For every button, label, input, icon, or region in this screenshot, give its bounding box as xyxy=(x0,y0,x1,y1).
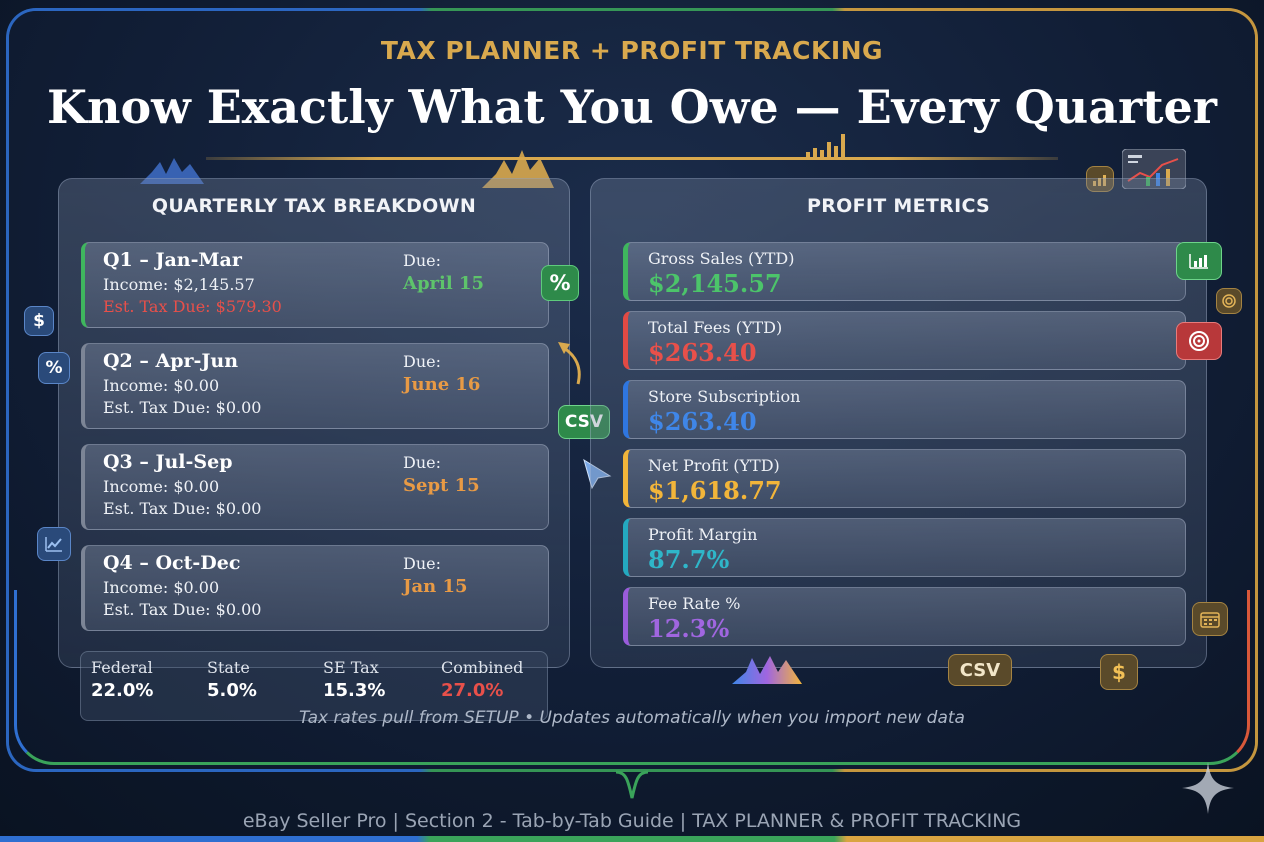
cursor-arrow-icon xyxy=(583,458,612,490)
quarter-card-q3[interactable]: Q3 – Jul-Sep Income: $0.00 Est. Tax Due:… xyxy=(81,444,549,530)
title-divider xyxy=(206,157,1058,160)
due-label: Due: xyxy=(403,352,441,371)
due-label: Due: xyxy=(403,554,441,573)
target-small-icon xyxy=(1216,288,1242,314)
quarter-income: Income: $0.00 xyxy=(103,477,220,496)
metric-fee-rate[interactable]: Fee Rate % 12.3% xyxy=(623,587,1186,646)
sparkle-icon xyxy=(1182,762,1234,814)
percent-badge-icon: % xyxy=(541,265,579,301)
quarter-card-q4[interactable]: Q4 – Oct-Dec Income: $0.00 Est. Tax Due:… xyxy=(81,545,549,631)
gradient-mountain-icon xyxy=(732,656,802,684)
rate-federal: Federal 22.0% xyxy=(91,658,153,701)
panel-title: QUARTERLY TAX BREAKDOWN xyxy=(151,195,477,217)
quarter-card-q1[interactable]: Q1 – Jan-Mar Income: $2,145.57 Est. Tax … xyxy=(81,242,549,328)
rate-label: Federal xyxy=(91,658,153,677)
rate-value: 15.3% xyxy=(323,680,386,701)
panel-title: PROFIT METRICS xyxy=(806,195,991,217)
metric-value: $263.40 xyxy=(648,407,757,436)
curved-arrow-icon xyxy=(558,342,581,385)
due-date: June 16 xyxy=(403,374,481,395)
dollar-badge-icon: $ xyxy=(1100,654,1138,690)
rate-label: State xyxy=(207,658,250,677)
csv-badge: CSV xyxy=(558,405,610,439)
quarter-tax-due: Est. Tax Due: $579.30 xyxy=(103,297,282,316)
bottom-color-bar xyxy=(0,836,1264,842)
mountain-chart-icon xyxy=(140,158,204,184)
metric-value: $2,145.57 xyxy=(648,269,782,298)
gold-mountain-icon xyxy=(482,150,554,188)
metric-gross-sales[interactable]: Gross Sales (YTD) $2,145.57 xyxy=(623,242,1186,301)
due-date: Jan 15 xyxy=(403,576,468,597)
metric-label: Fee Rate % xyxy=(648,594,741,613)
rate-combined: Combined 27.0% xyxy=(441,658,523,701)
center-notch xyxy=(616,770,648,799)
quarter-income: Income: $0.00 xyxy=(103,376,220,395)
due-label: Due: xyxy=(403,251,441,270)
growth-chart-icon xyxy=(1176,242,1222,280)
quarterly-tax-panel: QUARTERLY TAX BREAKDOWN Q1 – Jan-Mar Inc… xyxy=(58,178,570,668)
rate-label: SE Tax xyxy=(323,658,379,677)
rate-se-tax: SE Tax 15.3% xyxy=(323,658,385,701)
metric-net-profit[interactable]: Net Profit (YTD) $1,618.77 xyxy=(623,449,1186,508)
quarter-income: Income: $2,145.57 xyxy=(103,275,255,294)
quarter-tax-due: Est. Tax Due: $0.00 xyxy=(103,600,262,619)
metric-value: 12.3% xyxy=(648,614,730,643)
calendar-icon xyxy=(1192,602,1228,636)
trend-chart-icon xyxy=(1122,149,1186,189)
quarter-title: Q1 – Jan-Mar xyxy=(103,249,242,271)
rate-value: 22.0% xyxy=(91,680,154,701)
footer-caption: eBay Seller Pro | Section 2 - Tab-by-Tab… xyxy=(242,810,1022,832)
due-label: Due: xyxy=(403,453,441,472)
metric-store-subscription[interactable]: Store Subscription $263.40 xyxy=(623,380,1186,439)
csv-export-badge: CSV xyxy=(948,654,1012,686)
dollar-icon: $ xyxy=(24,306,54,336)
rate-state: State 5.0% xyxy=(207,658,257,701)
rate-value: 5.0% xyxy=(207,680,257,701)
quarter-income: Income: $0.00 xyxy=(103,578,220,597)
eyebrow-title: TAX PLANNER + PROFIT TRACKING xyxy=(380,36,884,65)
due-date: Sept 15 xyxy=(403,475,480,496)
rate-value: 27.0% xyxy=(441,680,504,701)
metric-total-fees[interactable]: Total Fees (YTD) $263.40 xyxy=(623,311,1186,370)
metric-label: Net Profit (YTD) xyxy=(648,456,780,475)
metric-label: Total Fees (YTD) xyxy=(648,318,783,337)
metric-label: Gross Sales (YTD) xyxy=(648,249,795,268)
chart-badge-icon xyxy=(1086,166,1114,192)
due-date: April 15 xyxy=(403,273,485,294)
metric-profit-margin[interactable]: Profit Margin 87.7% xyxy=(623,518,1186,577)
quarter-title: Q3 – Jul-Sep xyxy=(103,451,233,473)
profit-metrics-panel: PROFIT METRICS Gross Sales (YTD) $2,145.… xyxy=(590,178,1207,668)
footnote: Tax rates pull from SETUP • Updates auto… xyxy=(299,708,965,728)
quarter-tax-due: Est. Tax Due: $0.00 xyxy=(103,499,262,518)
quarter-title: Q4 – Oct-Dec xyxy=(103,552,241,574)
background-fill xyxy=(9,11,1255,769)
rate-label: Combined xyxy=(441,658,524,677)
metric-value: $1,618.77 xyxy=(648,476,782,505)
target-icon xyxy=(1176,322,1222,360)
percent-icon: % xyxy=(38,352,70,384)
quarter-title: Q2 – Apr-Jun xyxy=(103,350,239,372)
bar-chart-icon xyxy=(806,134,845,160)
line-chart-icon xyxy=(37,527,71,561)
tax-rates-strip: Federal 22.0% State 5.0% SE Tax 15.3% Co… xyxy=(80,651,548,721)
metric-label: Store Subscription xyxy=(648,387,801,406)
metric-value: $263.40 xyxy=(648,338,757,367)
metric-value: 87.7% xyxy=(648,545,730,574)
metric-label: Profit Margin xyxy=(648,525,758,544)
quarter-card-q2[interactable]: Q2 – Apr-Jun Income: $0.00 Est. Tax Due:… xyxy=(81,343,549,429)
page-title: Know Exactly What You Owe — Every Quarte… xyxy=(47,80,1217,134)
quarter-tax-due: Est. Tax Due: $0.00 xyxy=(103,398,262,417)
